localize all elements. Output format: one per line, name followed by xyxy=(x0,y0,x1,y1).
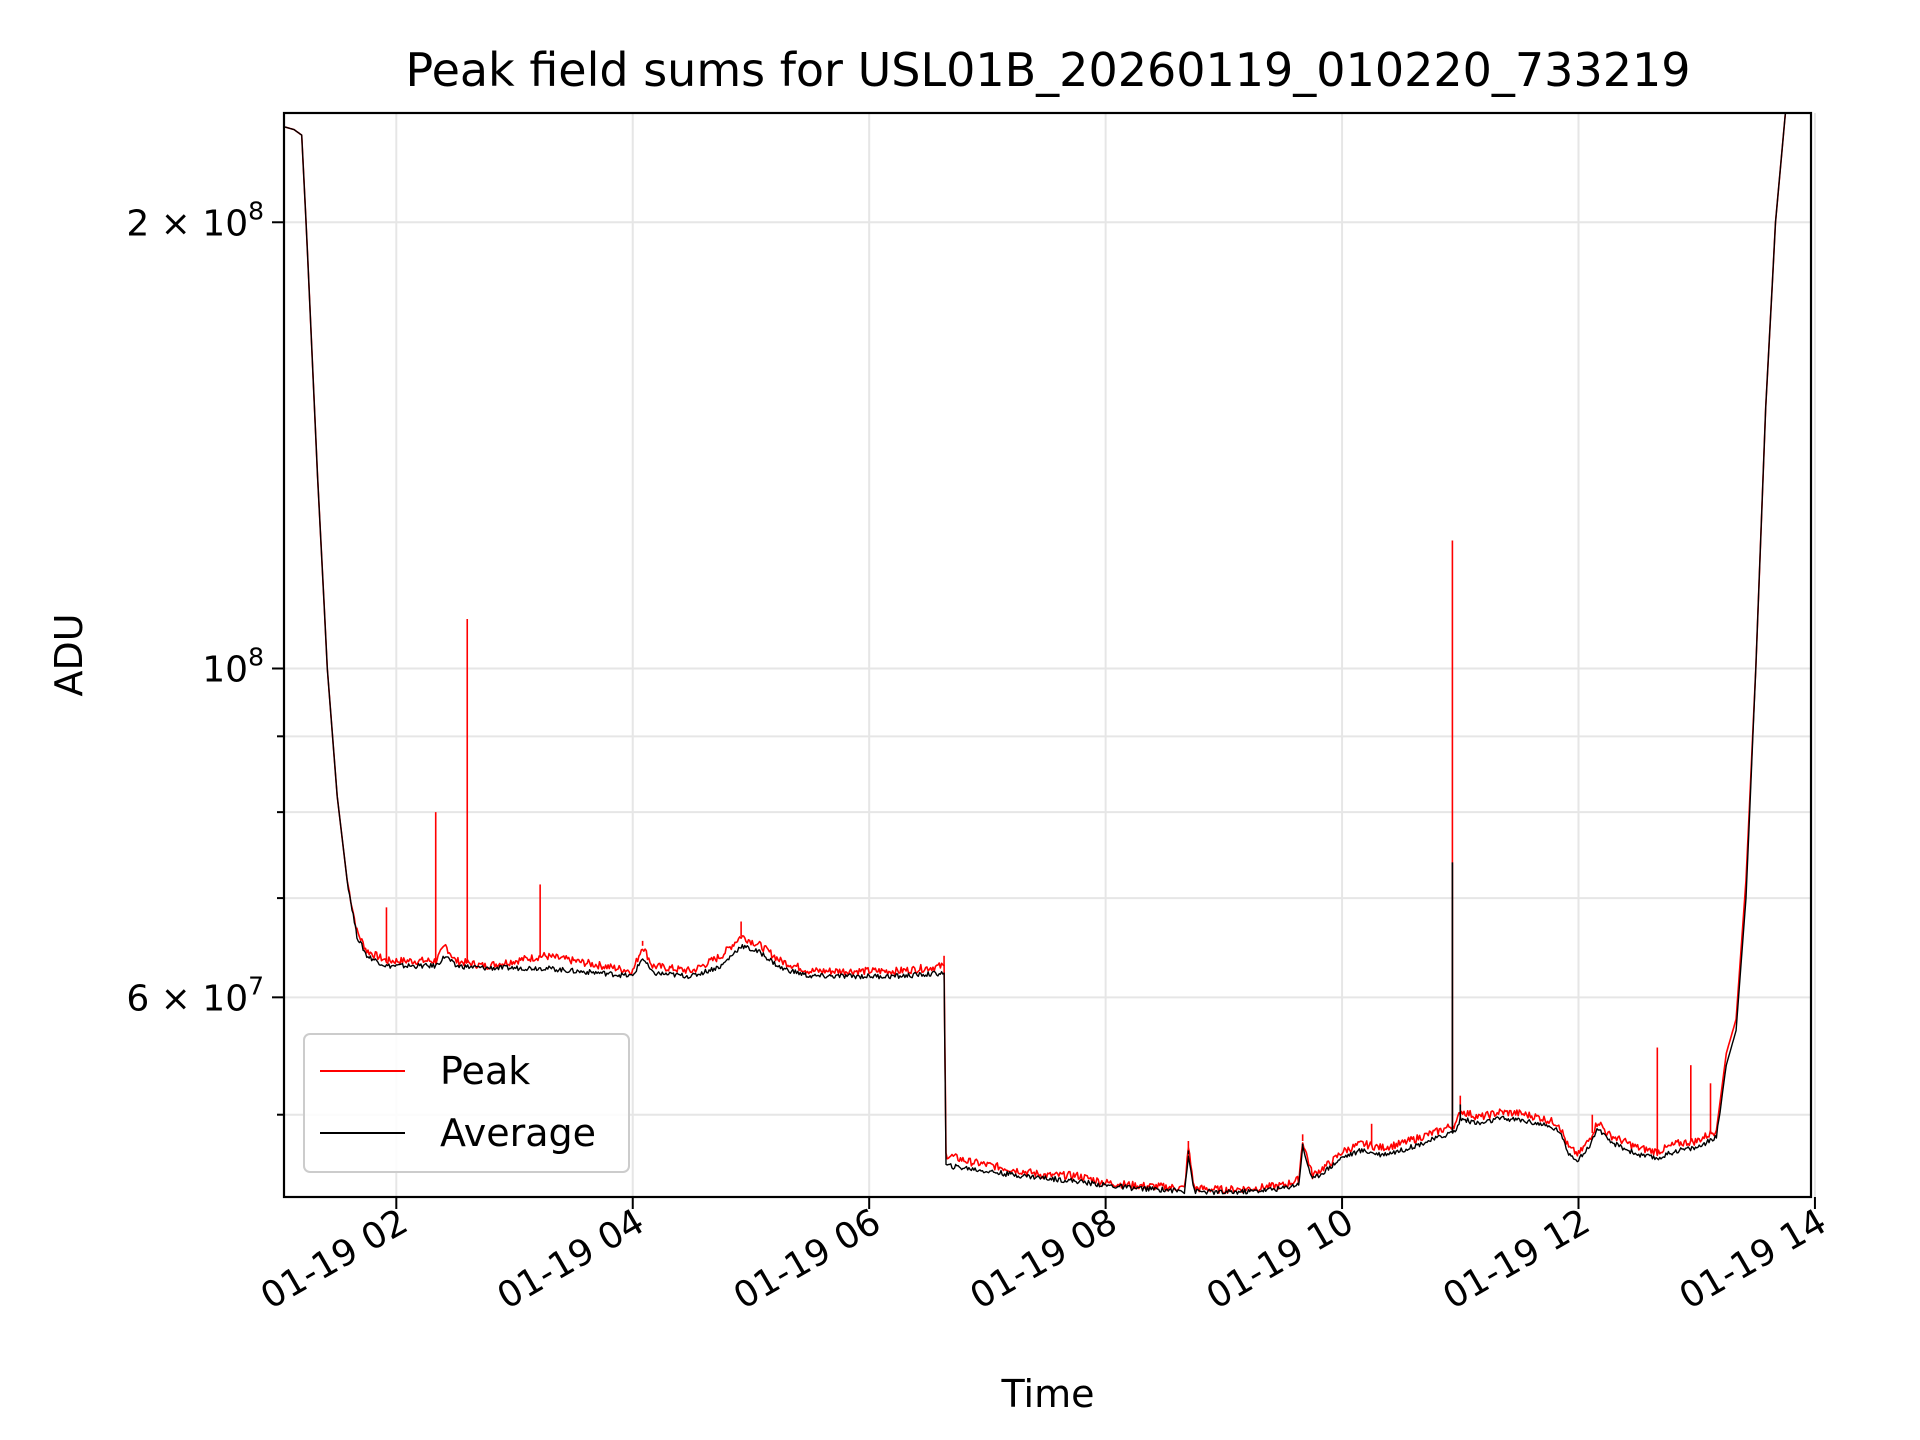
grid-layer xyxy=(284,113,1816,1197)
chart-title: Peak field sums for USL01B_20260119_0102… xyxy=(405,43,1690,97)
y-tick-label: 6 × 107 xyxy=(126,971,264,1019)
series-peak xyxy=(284,113,1787,1195)
x-tick-label: 01-19 02 xyxy=(254,1201,415,1317)
y-tick-mantissa: 6 xyxy=(126,978,149,1019)
x-tick-label: 01-19 10 xyxy=(1200,1201,1361,1317)
series-average xyxy=(284,113,1787,1196)
y-axis-label: ADU xyxy=(47,613,91,696)
y-tick-exponent: 8 xyxy=(248,196,264,225)
x-tick-label: 01-19 04 xyxy=(491,1201,652,1317)
x-axis: 01-19 02 01-19 04 01-19 06 01-19 08 01-19 10… xyxy=(254,1197,1833,1318)
legend-label-average: Average xyxy=(440,1111,596,1155)
y-tick-exponent: 8 xyxy=(248,642,264,671)
y-axis: 2 × 108 108 6 × 107 xyxy=(126,196,284,1116)
legend: Peak Average xyxy=(303,1033,630,1173)
x-tick-label: 01-19 14 xyxy=(1673,1201,1834,1317)
x-axis-label: Time xyxy=(1001,1372,1095,1416)
series-line-average xyxy=(284,113,1787,1196)
y-tick-label: 108 xyxy=(202,642,264,690)
y-tick-mantissa: 2 xyxy=(126,203,149,244)
x-tick-label: 01-19 12 xyxy=(1436,1201,1597,1317)
x-tick-label: 01-19 06 xyxy=(727,1201,888,1317)
x-tick-label: 01-19 08 xyxy=(963,1201,1124,1317)
plot-frame xyxy=(282,111,1813,1199)
y-tick-exponent: 7 xyxy=(248,971,264,1000)
series-line-peak xyxy=(284,113,1787,1195)
legend-label-peak: Peak xyxy=(440,1049,530,1093)
series-layer xyxy=(284,113,1787,1196)
legend-box xyxy=(303,1033,630,1173)
y-tick-label: 2 × 108 xyxy=(126,196,264,244)
